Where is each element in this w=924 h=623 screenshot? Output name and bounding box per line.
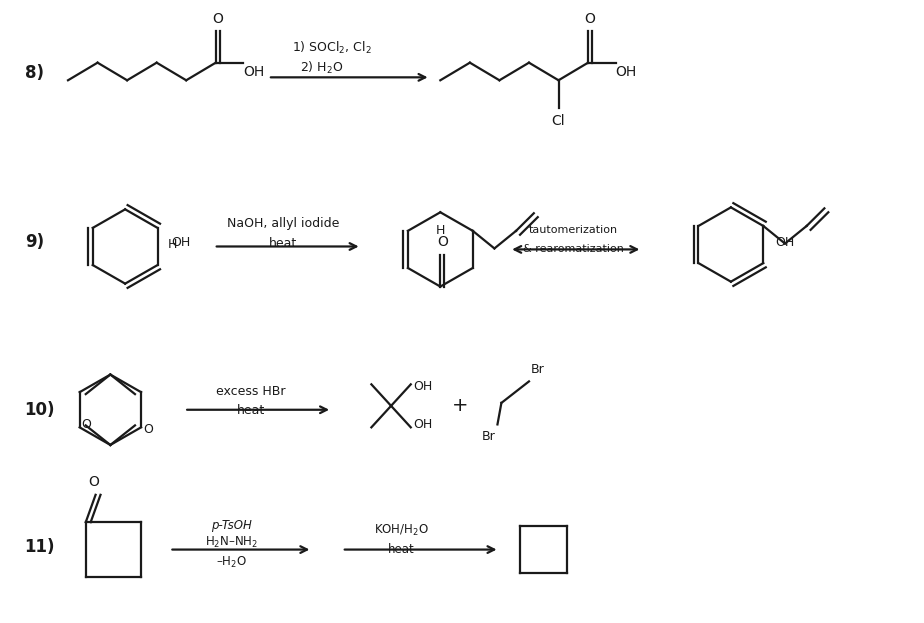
Text: 10): 10)	[25, 401, 55, 419]
Text: +: +	[452, 396, 468, 416]
Text: O: O	[88, 475, 99, 489]
Text: Cl: Cl	[552, 113, 565, 128]
Text: H$_2$N–NH$_2$: H$_2$N–NH$_2$	[205, 535, 258, 550]
Text: O: O	[81, 418, 91, 431]
Text: OH: OH	[413, 418, 432, 431]
Text: Br: Br	[531, 363, 544, 376]
Text: heat: heat	[387, 543, 414, 556]
Text: O: O	[213, 11, 224, 26]
Text: –H$_2$O: –H$_2$O	[216, 554, 247, 570]
Text: 9): 9)	[25, 232, 43, 250]
Text: tautomerization: tautomerization	[529, 225, 618, 235]
Text: 8): 8)	[25, 64, 43, 82]
Text: p-TsOH: p-TsOH	[211, 518, 252, 531]
Text: H: H	[167, 238, 176, 250]
Text: OH: OH	[171, 236, 190, 249]
Text: KOH/H$_2$O: KOH/H$_2$O	[373, 523, 428, 538]
Text: O: O	[585, 11, 595, 26]
Text: NaOH, allyl iodide: NaOH, allyl iodide	[226, 217, 339, 231]
Text: 2) H$_2$O: 2) H$_2$O	[300, 60, 344, 75]
Text: & rearomatization: & rearomatization	[523, 244, 624, 254]
Text: O: O	[143, 424, 152, 437]
Text: heat: heat	[237, 404, 265, 417]
Text: excess HBr: excess HBr	[216, 384, 286, 397]
Text: 11): 11)	[25, 538, 55, 556]
Text: OH: OH	[615, 65, 637, 78]
Text: OH: OH	[775, 236, 795, 249]
Text: OH: OH	[243, 65, 264, 78]
Text: H: H	[435, 224, 445, 237]
Text: OH: OH	[413, 381, 432, 394]
Text: O: O	[437, 235, 448, 249]
Text: heat: heat	[269, 237, 297, 250]
Text: Br: Br	[481, 430, 495, 444]
Text: 1) SOCl$_2$, Cl$_2$: 1) SOCl$_2$, Cl$_2$	[292, 40, 371, 56]
